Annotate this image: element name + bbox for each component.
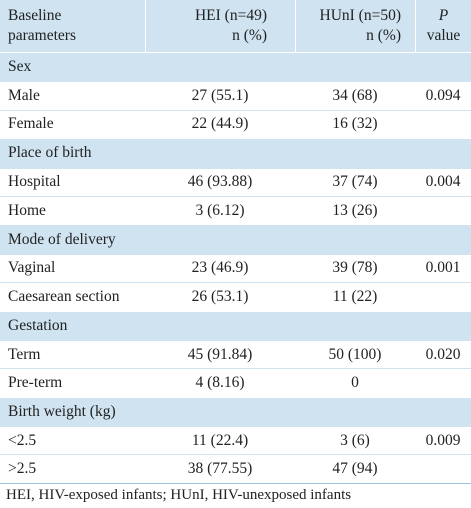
header-text: HUnI (n=50) <box>319 7 402 24</box>
header-text: P <box>438 7 449 24</box>
cell: 50 (100) <box>328 345 382 363</box>
cell: Home <box>8 201 46 219</box>
section-title: Gestation <box>0 310 471 340</box>
data-row: Male 27 (55.1) 34 (68) 0.094 <box>0 81 471 109</box>
header-cell: HEI (n=49) n (%) <box>145 0 295 52</box>
cell: 23 (46.9) <box>191 259 249 277</box>
header-text: n (%) <box>232 27 267 44</box>
header-text: HEI (n=49) <box>194 7 267 24</box>
cell: Male <box>8 87 40 105</box>
section-title: Sex <box>0 52 471 82</box>
cell: 11 (22) <box>332 287 378 305</box>
data-row: Vaginal 23 (46.9) 39 (78) 0.001 <box>0 253 471 282</box>
data-row: Home 3 (6.12) 13 (26) <box>0 195 471 224</box>
cell: 3 (6.12) <box>195 201 245 219</box>
footnote: HEI, HIV-exposed infants; HUnI, HIV-unex… <box>0 482 471 508</box>
cell: 0.094 <box>425 87 461 105</box>
section-title: Mode of delivery <box>0 224 471 254</box>
header-text: parameters <box>8 27 76 44</box>
header-cell: Baseline parameters <box>0 0 145 52</box>
cell: 16 (32) <box>332 115 378 133</box>
header-text: Baseline <box>8 7 62 24</box>
cell <box>415 197 471 224</box>
cell: 0.009 <box>425 431 461 449</box>
cell: 47 (94) <box>332 460 378 478</box>
cell: <2.5 <box>8 431 37 449</box>
cell: 0.020 <box>425 345 461 363</box>
cell: 45 (91.84) <box>187 345 253 363</box>
cell: 3 (6) <box>340 431 370 449</box>
header-cell: HUnI (n=50) n (%) <box>295 0 415 52</box>
cell: Hospital <box>8 173 61 191</box>
cell: 38 (77.55) <box>187 460 253 478</box>
cell: 11 (22.4) <box>191 431 249 449</box>
data-row: Female 22 (44.9) 16 (32) <box>0 109 471 138</box>
data-row: Term 45 (91.84) 50 (100) 0.020 <box>0 339 471 368</box>
cell: 27 (55.1) <box>191 87 249 105</box>
data-row: >2.5 38 (77.55) 47 (94) <box>0 454 471 482</box>
cell: 13 (26) <box>332 201 378 219</box>
cell: Term <box>8 345 41 363</box>
cell: 0.001 <box>425 259 461 277</box>
cell: >2.5 <box>8 460 37 478</box>
cell: 46 (93.88) <box>187 173 253 191</box>
cell: 4 (8.16) <box>195 373 245 391</box>
data-row: Caesarean section 26 (53.1) 11 (22) <box>0 282 471 310</box>
cell: Caesarean section <box>8 287 120 305</box>
cell: 26 (53.1) <box>191 287 249 305</box>
cell: Female <box>8 115 54 133</box>
cell: Vaginal <box>8 259 56 277</box>
data-row: Hospital 46 (93.88) 37 (74) 0.004 <box>0 167 471 196</box>
header-row: Baseline parameters HEI (n=49) n (%) HUnI (n… <box>0 0 471 52</box>
cell: 39 (78) <box>332 259 378 277</box>
cell <box>415 455 471 482</box>
header-text: value <box>426 27 461 44</box>
data-row: <2.5 11 (22.4) 3 (6) 0.009 <box>0 426 471 454</box>
cell: 0.004 <box>425 173 461 191</box>
cell: 22 (44.9) <box>191 115 249 133</box>
header-text: n (%) <box>366 27 401 44</box>
cell <box>415 369 471 396</box>
cell: 0 <box>351 373 359 391</box>
cell <box>415 111 471 138</box>
section-title: Birth weight (kg) <box>0 396 471 427</box>
data-row: Pre-term 4 (8.16) 0 <box>0 368 471 396</box>
section-title: Place of birth <box>0 138 471 168</box>
cell: Pre-term <box>8 373 63 391</box>
cell: 34 (68) <box>332 87 378 105</box>
cell <box>415 283 471 310</box>
cell: 37 (74) <box>332 173 378 191</box>
